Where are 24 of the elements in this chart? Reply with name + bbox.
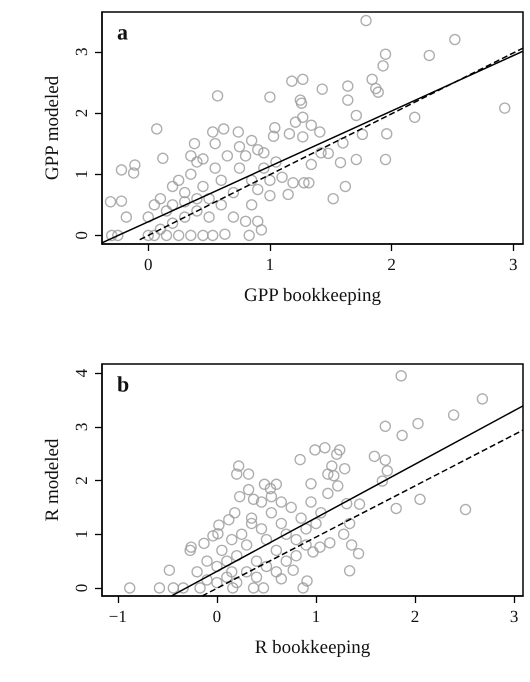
y-tick-label: 1 [72,170,91,178]
x-tick-label: 1 [312,607,320,626]
y-tick-label: 0 [72,231,91,240]
y-axis-title: R modeled [42,438,63,522]
y-tick-label: 2 [72,108,91,118]
x-axis-title: GPP bookkeeping [244,285,382,306]
x-tick-label: 1 [266,255,274,274]
x-tick-label: 3 [510,607,518,626]
x-tick-label: 0 [212,607,222,626]
y-tick-label: 2 [72,476,91,485]
x-tick-label: 2 [410,607,420,626]
x-tick-label: −1 [108,607,127,626]
y-tick-label: 4 [72,368,91,378]
y-tick-label: 0 [72,584,91,592]
y-axis-title: GPP modeled [42,75,63,180]
chart-title: a [117,20,128,44]
x-tick-label: 0 [144,255,152,274]
y-tick-label: 1 [72,530,91,538]
y-tick-label: 3 [72,422,91,432]
x-tick-label: 3 [509,255,518,274]
x-axis-title: R bookkeeping [254,637,371,658]
y-tick-label: 3 [72,48,91,56]
x-tick-label: 2 [387,255,396,274]
chart-title: b [117,372,130,396]
